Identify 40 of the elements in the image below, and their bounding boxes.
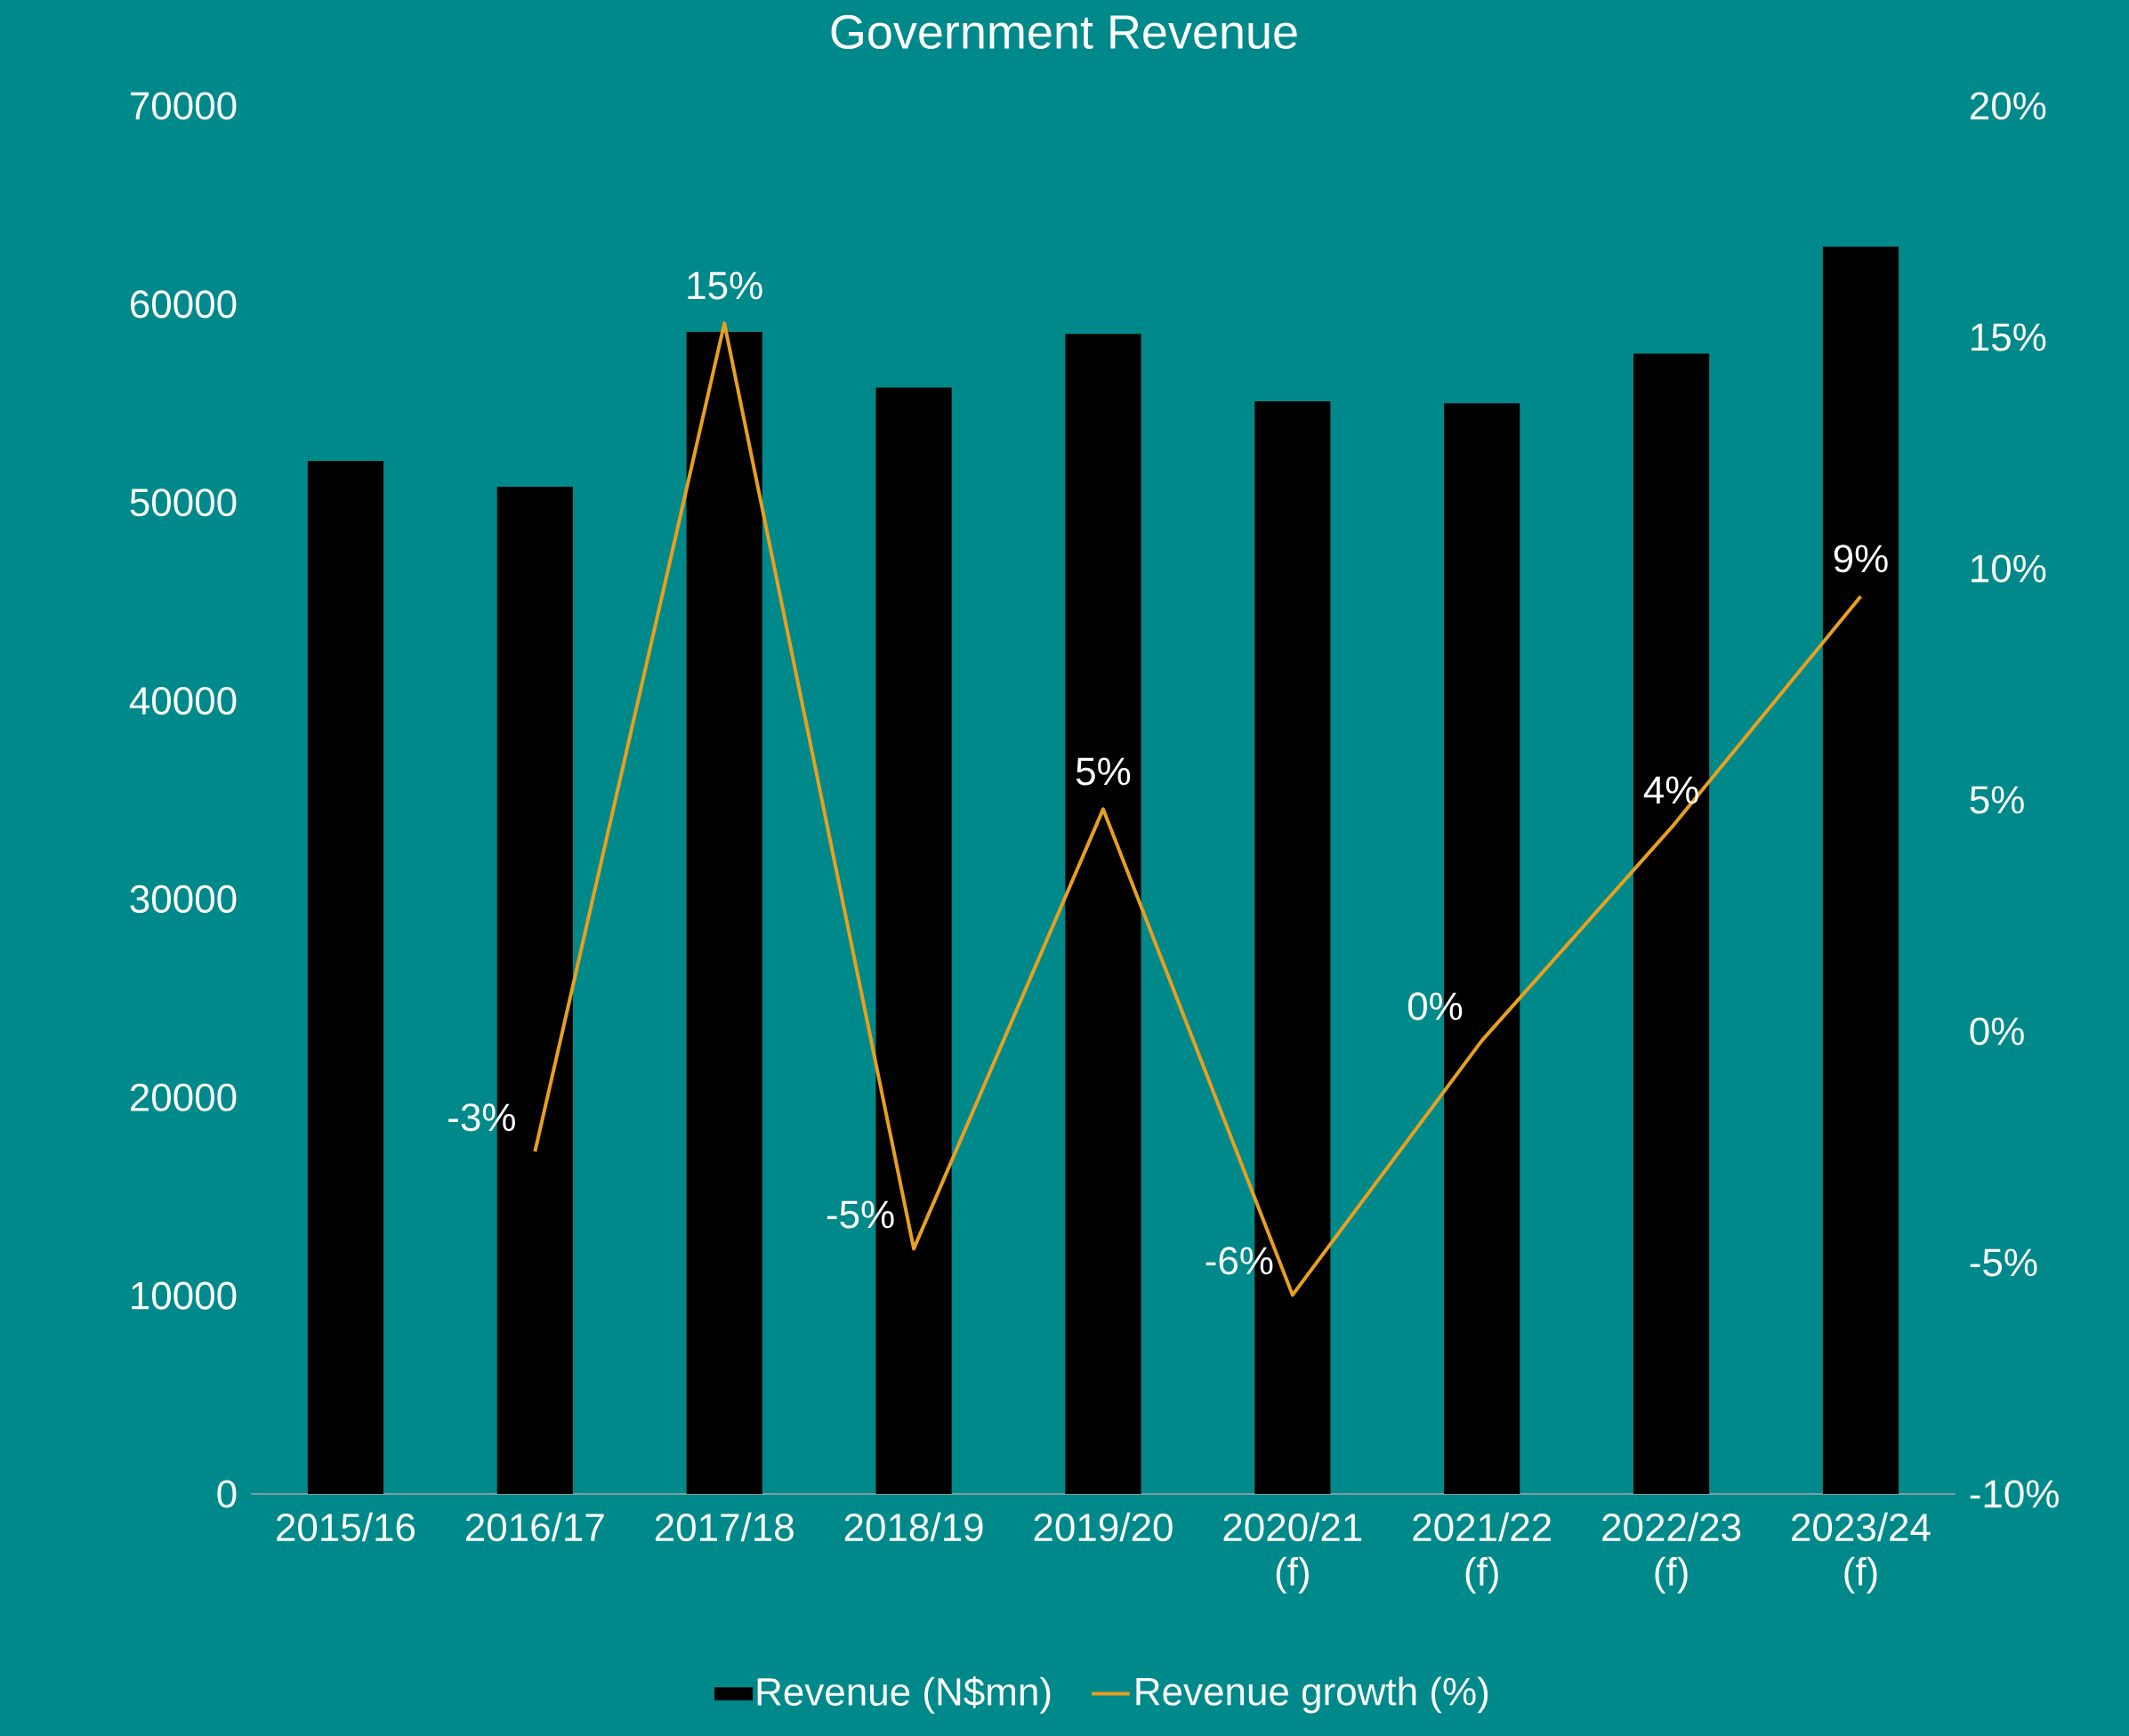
x-tick-label: 2018/19 (844, 1512, 983, 1542)
data-label: -5% (827, 1200, 894, 1229)
data-label: -6% (1206, 1247, 1273, 1275)
x-tick-label: 2021/22 (f) (1413, 1512, 1551, 1594)
y-tick-label: 60000 (131, 290, 237, 319)
data-label: -3% (448, 1103, 515, 1132)
y-tick-label: 30000 (130, 884, 237, 913)
bar (1633, 353, 1710, 1494)
x-tick-label: 2016/17 (466, 1512, 604, 1542)
data-label: 0% (1407, 992, 1463, 1021)
bar (686, 332, 762, 1494)
y-tick-label: 10000 (132, 1281, 237, 1310)
y2-tick-label: 15% (1972, 323, 2046, 351)
y-tick-label: 50000 (130, 489, 237, 517)
chart-title: Government Revenue (831, 14, 1297, 50)
y-tick-label: 0 (217, 1480, 237, 1508)
data-label: 9% (1834, 545, 1888, 573)
legend-label: Revenue growth (%) (1136, 1676, 1488, 1714)
y2-tick-label: 0% (1970, 1017, 2024, 1046)
y-tick-label: 20000 (131, 1083, 237, 1111)
y2-tick-label: 10% (1972, 554, 2046, 583)
x-tick-label: 2015/16 (277, 1512, 415, 1542)
y2-tick-label: -10% (1970, 1480, 2059, 1508)
x-tick-label: 2020/21 (f) (1223, 1512, 1362, 1594)
x-tick-label: 2017/18 (655, 1512, 794, 1542)
x-tick-label: 2023/24 (f) (1792, 1512, 1931, 1594)
bar (1822, 246, 1899, 1494)
bar (1065, 334, 1141, 1494)
bar (307, 460, 384, 1494)
legend-label: Revenue (N$mn) (757, 1676, 1051, 1714)
data-label: 4% (1643, 776, 1698, 804)
y2-tick-label: 20% (1970, 92, 2046, 120)
y-tick-label: 70000 (131, 92, 237, 120)
y2-tick-label: 5% (1970, 786, 2024, 814)
x-tick-label: 2022/23 (f) (1602, 1512, 1741, 1594)
x-tick-label: 2019/20 (1034, 1512, 1173, 1542)
y2-tick-label: -5% (1970, 1248, 2037, 1277)
y-tick-label: 40000 (129, 686, 237, 715)
data-label: 5% (1076, 757, 1131, 786)
data-label: 15% (688, 271, 762, 300)
